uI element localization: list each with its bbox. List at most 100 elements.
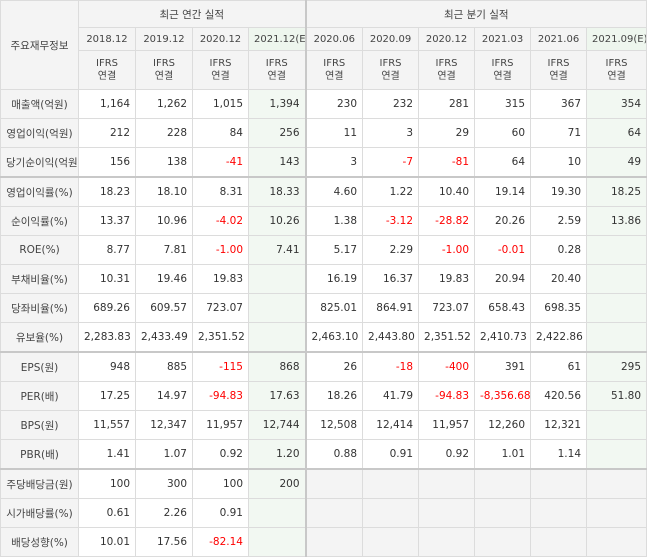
row-label: 유보율(%) (0, 322, 79, 353)
table-cell: 10.26 (247, 206, 307, 236)
quarter-group-header: 최근 분기 실적 (304, 0, 647, 28)
table-cell: -0.01 (474, 235, 532, 265)
table-cell: 2,351.52 (418, 322, 476, 353)
table-cell: 61 (530, 351, 588, 382)
table-cell: 698.35 (530, 293, 588, 323)
table-cell (304, 498, 364, 528)
table-cell: 10.40 (418, 176, 476, 207)
table-cell: 18.25 (586, 176, 647, 207)
table-cell: 19.30 (530, 176, 588, 207)
table-cell: -81 (418, 147, 476, 178)
table-cell (586, 264, 647, 294)
table-cell: 315 (474, 89, 532, 119)
table-cell: 864.91 (362, 293, 420, 323)
table-cell: 391 (474, 351, 532, 382)
table-cell: 26 (304, 351, 364, 382)
table-cell: 14.97 (135, 381, 193, 411)
table-cell: 2,283.83 (78, 322, 136, 353)
table-cell: 10.96 (135, 206, 193, 236)
table-cell (362, 468, 420, 499)
table-cell: 71 (530, 118, 588, 148)
table-cell (418, 468, 476, 499)
table-cell: 0.92 (192, 439, 249, 470)
table-cell: 200 (247, 468, 307, 499)
table-cell (304, 527, 364, 557)
table-cell (586, 293, 647, 323)
table-cell: 64 (586, 118, 647, 148)
table-cell: -400 (418, 351, 476, 382)
table-cell: 41.79 (362, 381, 420, 411)
row-label: 부채비율(%) (0, 264, 79, 294)
table-cell: -115 (192, 351, 249, 382)
table-body: 매출액(억원) 1,164 1,262 1,015 1,394 230 232 281 315 3… (0, 89, 647, 557)
period-header: 2020.12 (192, 27, 249, 51)
corner-label: 주요재무정보 (0, 0, 79, 90)
row-label: 순이익률(%) (0, 206, 79, 236)
table-row: 당좌비율(%) 689.26 609.57 723.07 825.01 864.91 723… (0, 293, 647, 323)
table-cell: 367 (530, 89, 588, 119)
table-cell (530, 527, 588, 557)
table-cell: 17.56 (135, 527, 193, 557)
table-cell (247, 322, 307, 353)
table-cell: 1.41 (78, 439, 136, 470)
table-cell: -3.12 (362, 206, 420, 236)
table-cell: 11,557 (78, 410, 136, 440)
table-cell: 138 (135, 147, 193, 178)
table-cell: 16.37 (362, 264, 420, 294)
table-cell: -82.14 (192, 527, 249, 557)
ifrs-badge: IFRS 연결 (418, 50, 476, 90)
table-cell: 0.61 (78, 498, 136, 528)
table-cell: 19.46 (135, 264, 193, 294)
table-cell: 0.91 (192, 498, 249, 528)
table-cell: 1.20 (247, 439, 307, 470)
period-header: 2020.12 (418, 27, 476, 51)
table-cell (586, 498, 647, 528)
ifrs-badge: IFRS 연결 (247, 50, 307, 90)
table-cell (362, 527, 420, 557)
table-cell (586, 439, 647, 470)
table-cell: 12,508 (304, 410, 364, 440)
row-label: 매출액(억원) (0, 89, 79, 119)
table-cell (362, 498, 420, 528)
period-header-row: 2018.12 2019.12 2020.12 2021.12(E) 2020.06 20… (1, 27, 647, 51)
table-cell: 20.40 (530, 264, 588, 294)
table-cell (418, 527, 476, 557)
table-cell: 723.07 (192, 293, 249, 323)
table-cell: 3 (304, 147, 364, 178)
table-cell: 281 (418, 89, 476, 119)
table-row: EPS(원) 948 885 -115 868 26 -18 -400 391 61 295 (0, 351, 647, 382)
table-row: 배당성향(%) 10.01 17.56 -82.14 (0, 527, 647, 557)
row-label: 영업이익(억원) (0, 118, 79, 148)
table-cell (530, 468, 588, 499)
table-cell: 825.01 (304, 293, 364, 323)
table-cell: 143 (247, 147, 307, 178)
table-cell: 10.01 (78, 527, 136, 557)
table-cell: 20.94 (474, 264, 532, 294)
table-cell (304, 468, 364, 499)
table-cell: 60 (474, 118, 532, 148)
group-header-row: 주요재무정보 최근 연간 실적 최근 분기 실적 (0, 0, 647, 90)
table-row: ROE(%) 8.77 7.81 -1.00 7.41 5.17 2.29 -1.00 -0.0… (0, 235, 647, 265)
table-cell: 256 (247, 118, 307, 148)
row-label: 당기순이익(억원) (0, 147, 79, 178)
table-cell: 84 (192, 118, 249, 148)
table-cell: 19.14 (474, 176, 532, 207)
table-cell (247, 498, 307, 528)
table-cell: 295 (586, 351, 647, 382)
table-cell: 0.28 (530, 235, 588, 265)
table-cell: 64 (474, 147, 532, 178)
table-cell (530, 498, 588, 528)
table-cell (247, 264, 307, 294)
table-row: 매출액(억원) 1,164 1,262 1,015 1,394 230 232 281 315 3… (0, 89, 647, 119)
table-cell: 12,260 (474, 410, 532, 440)
annual-group-header: 최근 연간 실적 (77, 0, 307, 28)
table-cell: 1.01 (474, 439, 532, 470)
table-cell (586, 527, 647, 557)
ifrs-badge: IFRS 연결 (304, 50, 364, 90)
table-cell: -1.00 (418, 235, 476, 265)
table-cell: 230 (304, 89, 364, 119)
table-cell: 100 (192, 468, 249, 499)
ifrs-badge: IFRS 연결 (586, 50, 647, 90)
table-cell: 1.14 (530, 439, 588, 470)
